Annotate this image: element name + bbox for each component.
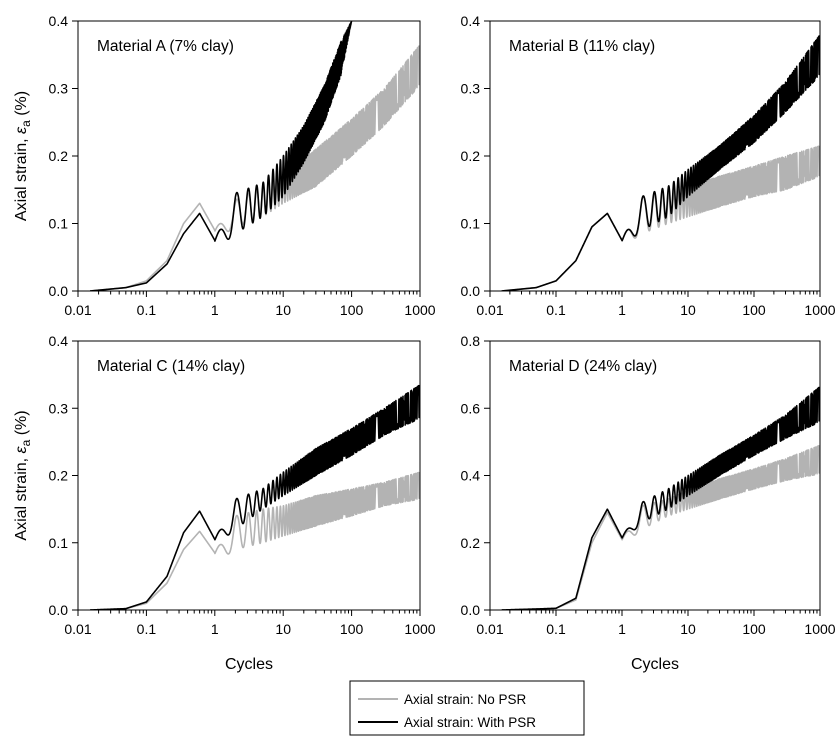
- y-tick-label: 0.2: [461, 535, 481, 551]
- series-no-psr-line: [89, 45, 420, 291]
- axes-frame: [77, 20, 421, 292]
- panel-title: Material B (11% clay): [509, 38, 655, 55]
- x-tick-label: 1: [211, 302, 219, 318]
- x-tick-label: 0.01: [64, 621, 91, 637]
- y-tick-label: 0.0: [49, 602, 69, 618]
- series-no-psr-line: [89, 471, 420, 610]
- y-tick-label: 0.4: [461, 468, 481, 484]
- x-tick-label: 0.01: [476, 621, 503, 637]
- axes-frame: [489, 20, 821, 292]
- x-axis-label: Cycles: [631, 656, 679, 673]
- x-tick-label: 10: [680, 302, 696, 318]
- y-tick-label: 0.3: [461, 81, 481, 97]
- y-tick-label: 0.1: [49, 216, 69, 232]
- legend-box: [349, 680, 585, 736]
- x-tick-label: 0.1: [546, 621, 566, 637]
- x-tick-label: 10: [275, 302, 291, 318]
- series-no-psr-line: [500, 444, 820, 610]
- panel-title: Material A (7% clay): [97, 38, 234, 55]
- y-tick-label: 0.3: [49, 400, 69, 416]
- panel-1: 0.01 0.1 1 10 100 1000 0.0 0.1 0.2 0.3 0.4 Material…: [13, 13, 436, 318]
- x-tick-label: 10: [275, 621, 291, 637]
- x-tick-label: 1000: [404, 302, 435, 318]
- panel-4: 0.01 0.1 1 10 100 1000 0.0 0.2 0.4 0.6 0.8 Material…: [461, 333, 836, 673]
- legend: Axial strain: No PSR Axial strain: With P…: [349, 680, 585, 736]
- y-tick-label: 0.0: [49, 283, 69, 299]
- x-tick-label: 100: [340, 302, 364, 318]
- series-with-psr-line: [500, 35, 820, 291]
- panel-title: Material D (24% clay): [509, 358, 657, 375]
- x-tick-label: 1000: [804, 621, 835, 637]
- x-tick-label: 1000: [404, 621, 435, 637]
- plot-area: [500, 386, 820, 610]
- y-axis-label: Axial strain, εa (%): [13, 410, 33, 540]
- y-tick-label: 0.1: [461, 216, 481, 232]
- x-tick-label: 100: [742, 302, 766, 318]
- x-tick-label: 1: [618, 302, 626, 318]
- y-tick-label: 0.4: [461, 13, 481, 29]
- x-tick-label: 100: [742, 621, 766, 637]
- y-tick-label: 0.2: [49, 468, 69, 484]
- x-tick-label: 1: [211, 621, 219, 637]
- y-tick-label: 0.1: [49, 535, 69, 551]
- x-tick-label: 100: [340, 621, 364, 637]
- plot-area: [89, 21, 420, 291]
- y-tick-label: 0.3: [49, 81, 69, 97]
- panel-title: Material C (14% clay): [97, 358, 245, 375]
- plot-area: [500, 35, 820, 291]
- y-tick-label: 0.4: [49, 13, 69, 29]
- axes-frame: [77, 340, 421, 611]
- y-tick-label: 0.8: [461, 333, 481, 349]
- series-with-psr-line: [89, 384, 420, 610]
- x-tick-label: 0.1: [137, 302, 157, 318]
- legend-label: Axial strain: With PSR: [404, 715, 536, 730]
- x-tick-label: 0.01: [64, 302, 91, 318]
- y-tick-label: 0.4: [49, 333, 69, 349]
- x-tick-label: 1000: [804, 302, 835, 318]
- series-no-psr-line: [500, 145, 820, 291]
- x-tick-label: 1: [618, 621, 626, 637]
- y-axis-label: Axial strain, εa (%): [13, 91, 33, 221]
- x-axis-label: Cycles: [225, 656, 273, 673]
- panel-2: 0.01 0.1 1 10 100 1000 0.0 0.1 0.2 0.3 0.4 Material…: [461, 13, 836, 318]
- y-tick-label: 0.6: [461, 400, 481, 416]
- series-with-psr-line: [89, 21, 353, 291]
- plot-area: [89, 384, 420, 610]
- x-tick-label: 0.01: [476, 302, 503, 318]
- panel-3: 0.01 0.1 1 10 100 1000 0.0 0.1 0.2 0.3 0.4 Material…: [13, 333, 436, 673]
- y-tick-label: 0.2: [461, 148, 481, 164]
- y-tick-label: 0.0: [461, 602, 481, 618]
- series-with-psr-line: [500, 386, 820, 610]
- x-tick-label: 10: [680, 621, 696, 637]
- x-tick-label: 0.1: [546, 302, 566, 318]
- x-tick-label: 0.1: [137, 621, 157, 637]
- y-tick-label: 0.0: [461, 283, 481, 299]
- y-tick-label: 0.2: [49, 148, 69, 164]
- legend-label: Axial strain: No PSR: [404, 692, 527, 707]
